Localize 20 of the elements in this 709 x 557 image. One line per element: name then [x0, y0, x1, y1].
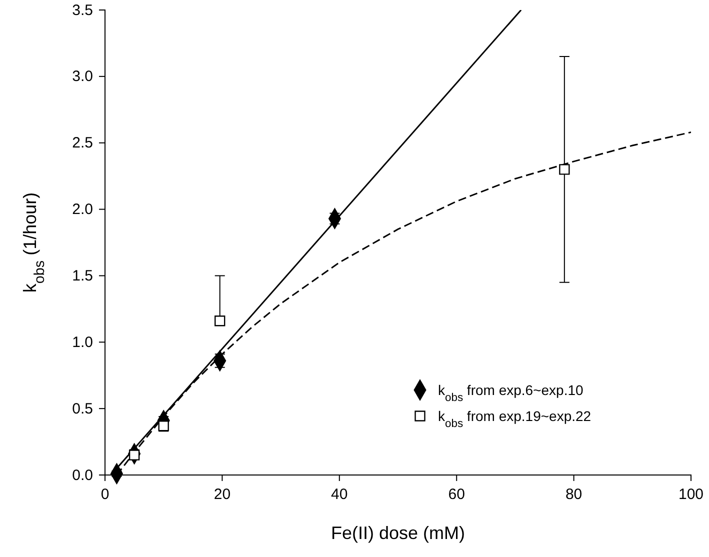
x-tick-label: 60: [448, 486, 465, 503]
legend-label: k$_{obs}$ from exp.19~exp.22: [438, 408, 592, 430]
x-tick-label: 80: [565, 486, 582, 503]
y-tick-label: 1.0: [72, 334, 93, 351]
x-tick-label: 40: [331, 486, 348, 503]
point: [214, 316, 226, 326]
y-tick-label: 3.0: [72, 68, 93, 86]
y-tick-label: 1.5: [72, 268, 93, 285]
y-tick-label: 0.5: [72, 400, 93, 418]
legend-label: k$_{obs}$ from exp.6~exp.10: [438, 382, 584, 404]
y-tick-label: 0.0: [72, 466, 93, 484]
point: [158, 420, 169, 432]
x-tick-label: 0: [100, 486, 110, 503]
point: [559, 164, 570, 175]
x-axis-title: Fe(II) dose (mM): [330, 523, 466, 543]
y-tick-label: 2.0: [72, 201, 93, 218]
x-tick-label: 100: [678, 486, 704, 503]
y-tick-label: 3.5: [72, 2, 93, 19]
x-tick-label: 20: [214, 486, 231, 503]
y-tick-label: 2.5: [72, 134, 93, 152]
